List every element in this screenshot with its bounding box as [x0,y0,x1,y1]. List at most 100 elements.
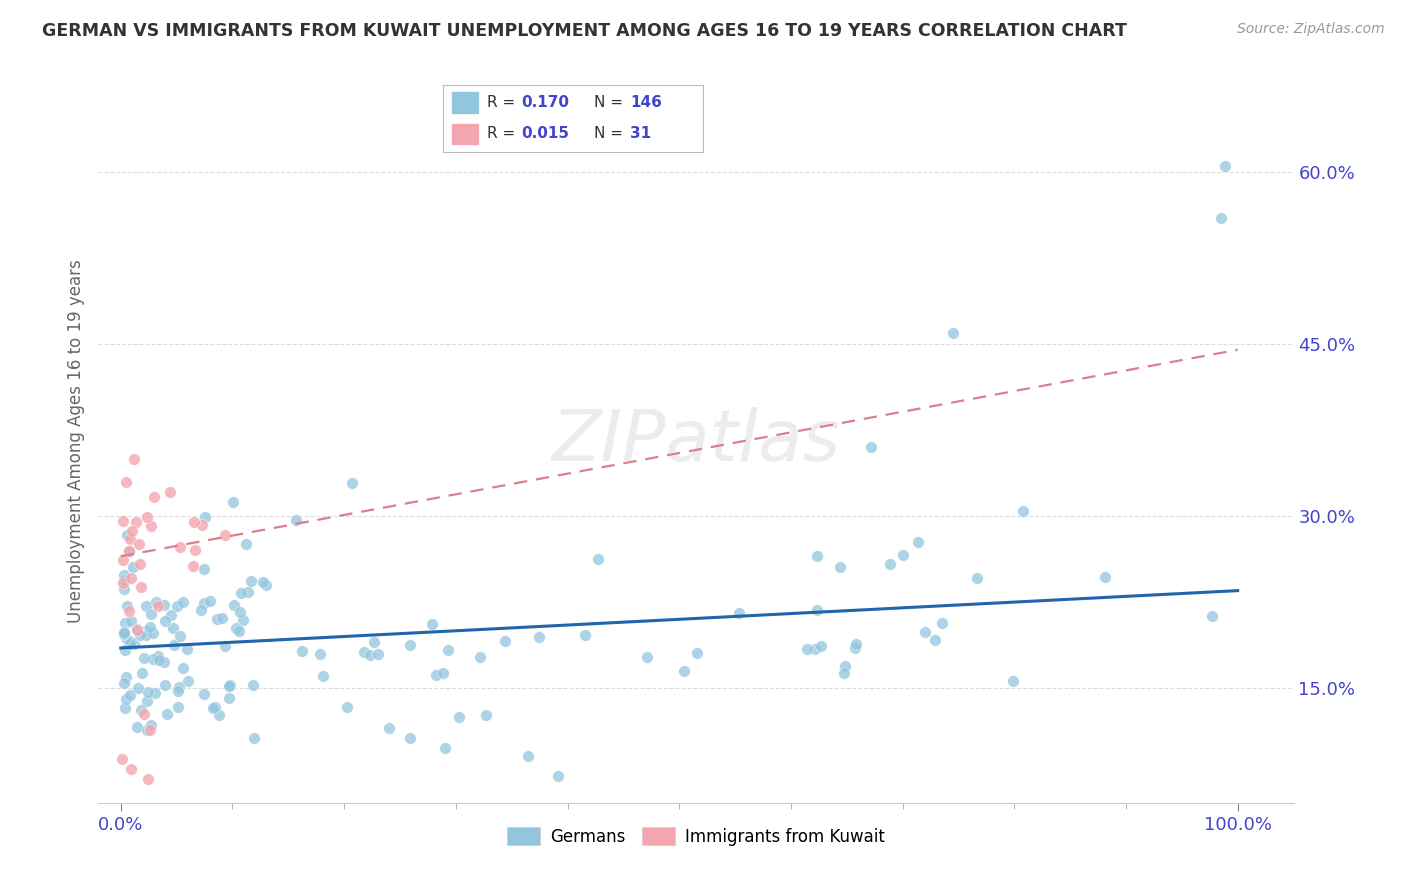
Text: N =: N = [593,126,627,141]
Point [118,604,141,618]
Bar [451,92,479,113]
Point [447,710,470,724]
Point [142,490,165,504]
Point [172,661,194,675]
Point [228,606,250,620]
Point [120,635,142,649]
Point [159,485,181,500]
Point [112,568,135,582]
Point [1094,569,1116,583]
Point [218,678,240,692]
Point [162,621,184,635]
Point [336,700,359,714]
Point [167,699,190,714]
Point [399,731,422,745]
Text: 146: 146 [630,95,662,110]
Point [112,625,135,640]
Point [136,685,159,699]
Point [132,706,155,721]
Point [163,638,186,652]
Point [425,667,447,681]
Point [122,560,145,574]
Point [436,643,458,657]
Point [193,562,215,576]
Point [135,599,157,613]
Text: 31: 31 [630,126,651,141]
Point [235,536,257,550]
Point [115,670,138,684]
Point [214,640,236,654]
Point [141,518,163,533]
Point [146,599,169,614]
Point [120,637,142,651]
Point [432,666,454,681]
Point [214,528,236,542]
Point [141,607,163,621]
Point [114,701,136,715]
Point [169,680,191,694]
Point [222,495,245,509]
Point [240,574,263,589]
Bar [451,123,479,145]
Point [470,649,492,664]
Point [211,611,233,625]
Point [127,623,149,637]
Point [243,731,266,745]
Point [135,624,157,639]
Point [420,616,443,631]
Point [118,544,141,558]
Point [201,700,224,714]
Point [830,560,852,574]
Point [112,676,135,690]
Point [115,631,138,645]
Text: ZIPatlas: ZIPatlas [551,407,841,476]
Point [516,749,538,764]
Point [1011,503,1033,517]
Point [860,440,883,454]
Point [796,642,818,657]
Point [112,582,135,596]
Point [111,575,134,590]
Point [636,650,658,665]
Point [115,475,138,489]
Point [120,762,142,776]
Point [128,537,150,551]
Point [309,647,332,661]
Point [118,532,141,546]
Text: N =: N = [593,95,627,110]
Point [122,451,145,466]
Point [125,515,148,529]
Point [143,686,166,700]
Point [146,648,169,663]
Point [159,608,181,623]
Point [111,553,134,567]
Point [153,677,176,691]
Point [177,674,200,689]
Point [399,639,422,653]
Point [228,624,250,638]
Point [312,668,335,682]
Point [224,599,246,613]
Point [834,659,856,673]
Point [845,637,868,651]
Point [111,514,134,528]
Point [148,653,170,667]
Point [122,637,145,651]
Point [931,616,953,631]
Point [115,691,138,706]
Point [924,632,946,647]
Point [207,708,229,723]
Point [844,640,866,655]
Point [367,647,389,661]
Point [1213,159,1236,173]
Point [117,527,139,541]
Point [128,628,150,642]
Point [112,574,135,588]
Point [194,509,217,524]
Point [907,534,929,549]
Point [129,580,152,594]
Point [494,634,516,648]
Point [184,543,207,558]
Point [340,476,363,491]
Point [183,515,205,529]
